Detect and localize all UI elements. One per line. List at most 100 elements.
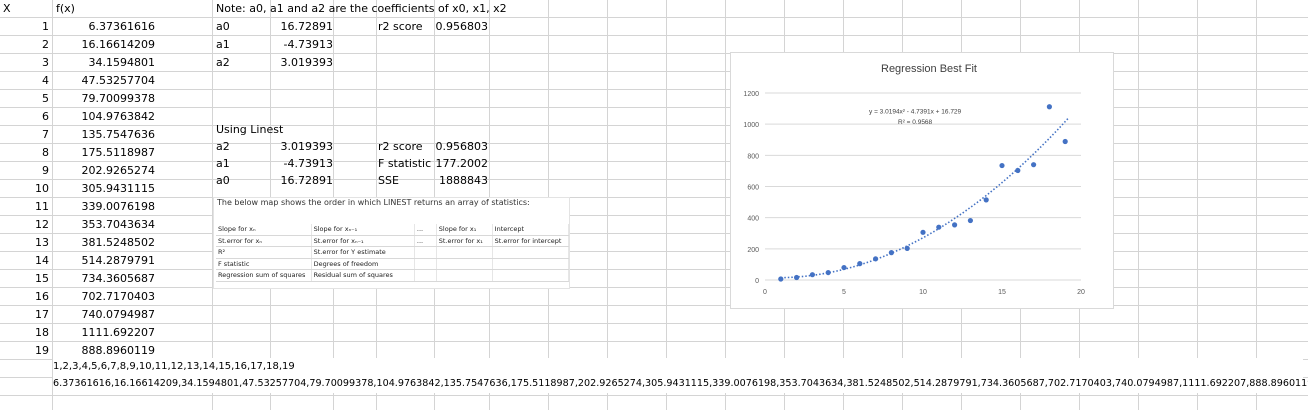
sse-label[interactable]: SSE [378, 174, 399, 187]
data-point [1046, 104, 1052, 110]
linest-map-caption: The below map shows the order in which L… [217, 198, 530, 207]
linest-a1-label[interactable]: a1 [216, 157, 230, 170]
row-fx-cell[interactable]: 305.9431115 [81, 182, 155, 195]
row-x-cell[interactable]: 10 [35, 182, 49, 195]
note-text[interactable]: Note: a0, a1 and a2 are the coefficients… [216, 2, 507, 15]
map-row: R² St.error for Y estimate [216, 246, 570, 259]
x-tick-label: 0 [763, 289, 767, 296]
map-cell [414, 269, 437, 282]
row-x-cell[interactable]: 13 [35, 236, 49, 249]
row-x-cell[interactable]: 3 [42, 56, 49, 69]
row-fx-cell[interactable]: 702.7170403 [81, 290, 155, 303]
row-x-cell[interactable]: 7 [42, 128, 49, 141]
r2-label[interactable]: r2 score [378, 20, 423, 33]
row-fx-cell[interactable]: 104.9763842 [81, 110, 155, 123]
data-point [841, 264, 847, 271]
data-point [904, 245, 910, 251]
map-cell: Intercept [492, 224, 570, 236]
row-fx-cell[interactable]: 1111.692207 [81, 326, 155, 339]
data-point [952, 222, 958, 228]
row-x-cell[interactable]: 9 [42, 164, 49, 177]
linest-map-table: Slope for xₙ Slope for xₙ₋₁... Slope for x… [216, 224, 570, 282]
map-cell [492, 269, 570, 282]
data-point [873, 256, 879, 262]
a1-value[interactable]: -4.73913 [283, 38, 333, 51]
linest-r2-label[interactable]: r2 score [378, 140, 423, 153]
linest-map-image[interactable]: The below map shows the order in which L… [213, 197, 570, 289]
row-fx-cell[interactable]: 888.8960119 [81, 344, 155, 357]
y-tick-label: 400 [747, 216, 759, 223]
f-stat-label[interactable]: F statistic [378, 157, 432, 170]
map-cell [492, 258, 570, 270]
chart-svg: Regression Best Fit020040060080010001200… [743, 63, 1085, 296]
map-row: F statistic Degrees of freedom [216, 258, 570, 270]
row-fx-cell[interactable]: 34.1594801 [88, 56, 155, 69]
a0-label[interactable]: a0 [216, 20, 230, 33]
row-fx-cell[interactable]: 135.7547636 [81, 128, 155, 141]
map-cell: Slope for xₙ [216, 224, 312, 236]
row-fx-cell[interactable]: 175.5118987 [81, 146, 155, 159]
row-x-cell[interactable]: 14 [35, 254, 49, 267]
x-tick-label: 15 [998, 289, 1006, 296]
row-fx-cell[interactable]: 353.7043634 [81, 218, 155, 231]
data-point [888, 250, 894, 256]
a2-value[interactable]: 3.019393 [280, 56, 334, 69]
linest-a0-label[interactable]: a0 [216, 174, 230, 187]
r2-value[interactable]: 0.956803 [435, 20, 489, 33]
header-fx[interactable]: f(x) [56, 2, 75, 15]
row-x-cell[interactable]: 11 [35, 200, 49, 213]
row-fx-cell[interactable]: 79.70099378 [81, 92, 155, 105]
row-fx-cell[interactable]: 734.3605687 [81, 272, 155, 285]
linest-a2-label[interactable]: a2 [216, 140, 230, 153]
row-x-cell[interactable]: 2 [42, 38, 49, 51]
map-row: St.error for xₙ St.error for xₙ₋₁... St.er… [216, 235, 570, 247]
row-fx-cell[interactable]: 740.0794987 [81, 308, 155, 321]
sse-value[interactable]: 1888843 [439, 174, 488, 187]
a0-value[interactable]: 16.72891 [280, 20, 334, 33]
row-x-cell[interactable]: 15 [35, 272, 49, 285]
x-list-cell[interactable]: 1,2,3,4,5,6,7,8,9,10,11,12,13,14,15,16,1… [53, 358, 1303, 376]
trendline [780, 117, 1069, 279]
linest-r2-value[interactable]: 0.956803 [435, 140, 489, 153]
map-cell: St.error for xₙ₋₁ [311, 235, 415, 247]
data-point [857, 261, 863, 267]
linest-title[interactable]: Using Linest [216, 123, 284, 136]
header-x[interactable]: X [3, 2, 11, 15]
row-fx-cell[interactable]: 514.2879791 [81, 254, 155, 267]
row-fx-cell[interactable]: 16.16614209 [81, 38, 155, 51]
row-x-cell[interactable]: 17 [35, 308, 49, 321]
x-tick-label: 10 [919, 289, 927, 296]
row-fx-cell[interactable]: 339.0076198 [81, 200, 155, 213]
row-fx-cell[interactable]: 47.53257704 [81, 74, 155, 87]
map-cell: Degrees of freedom [311, 258, 415, 270]
trendline-equation: y = 3.0194x² - 4.7391x + 16.729 [869, 109, 962, 116]
linest-a0-value[interactable]: 16.72891 [280, 174, 334, 187]
row-x-cell[interactable]: 12 [35, 218, 49, 231]
row-x-cell[interactable]: 5 [42, 92, 49, 105]
regression-chart[interactable]: Regression Best Fit 0 200 400 600 800 1000 1200… [730, 52, 1114, 309]
row-fx-cell[interactable]: 381.5248502 [81, 236, 155, 249]
linest-a2-value[interactable]: 3.019393 [280, 140, 334, 153]
row-x-cell[interactable]: 6 [42, 110, 49, 123]
row-x-cell[interactable]: 18 [35, 326, 49, 339]
x-tick-label: 20 [1077, 289, 1085, 296]
y-list-cell[interactable]: 6.37361616,16.16614209,34.1594801,47.532… [53, 375, 1308, 393]
map-cell [414, 246, 437, 259]
row-x-cell[interactable]: 4 [42, 74, 49, 87]
data-point [825, 269, 831, 276]
map-cell [436, 258, 493, 270]
y-tick-label: 0 [755, 278, 759, 285]
map-cell: Slope for x₁ [436, 224, 493, 236]
data-point [1015, 167, 1021, 174]
f-stat-value[interactable]: 177.2002 [435, 157, 489, 170]
row-fx-cell[interactable]: 202.9265274 [81, 164, 155, 177]
data-point [999, 162, 1005, 169]
row-x-cell[interactable]: 1 [42, 20, 49, 33]
row-x-cell[interactable]: 8 [42, 146, 49, 159]
linest-a1-value[interactable]: -4.73913 [283, 157, 333, 170]
a1-label[interactable]: a1 [216, 38, 230, 51]
row-x-cell[interactable]: 19 [35, 344, 49, 357]
row-fx-cell[interactable]: 6.37361616 [88, 20, 155, 33]
a2-label[interactable]: a2 [216, 56, 230, 69]
row-x-cell[interactable]: 16 [35, 290, 49, 303]
